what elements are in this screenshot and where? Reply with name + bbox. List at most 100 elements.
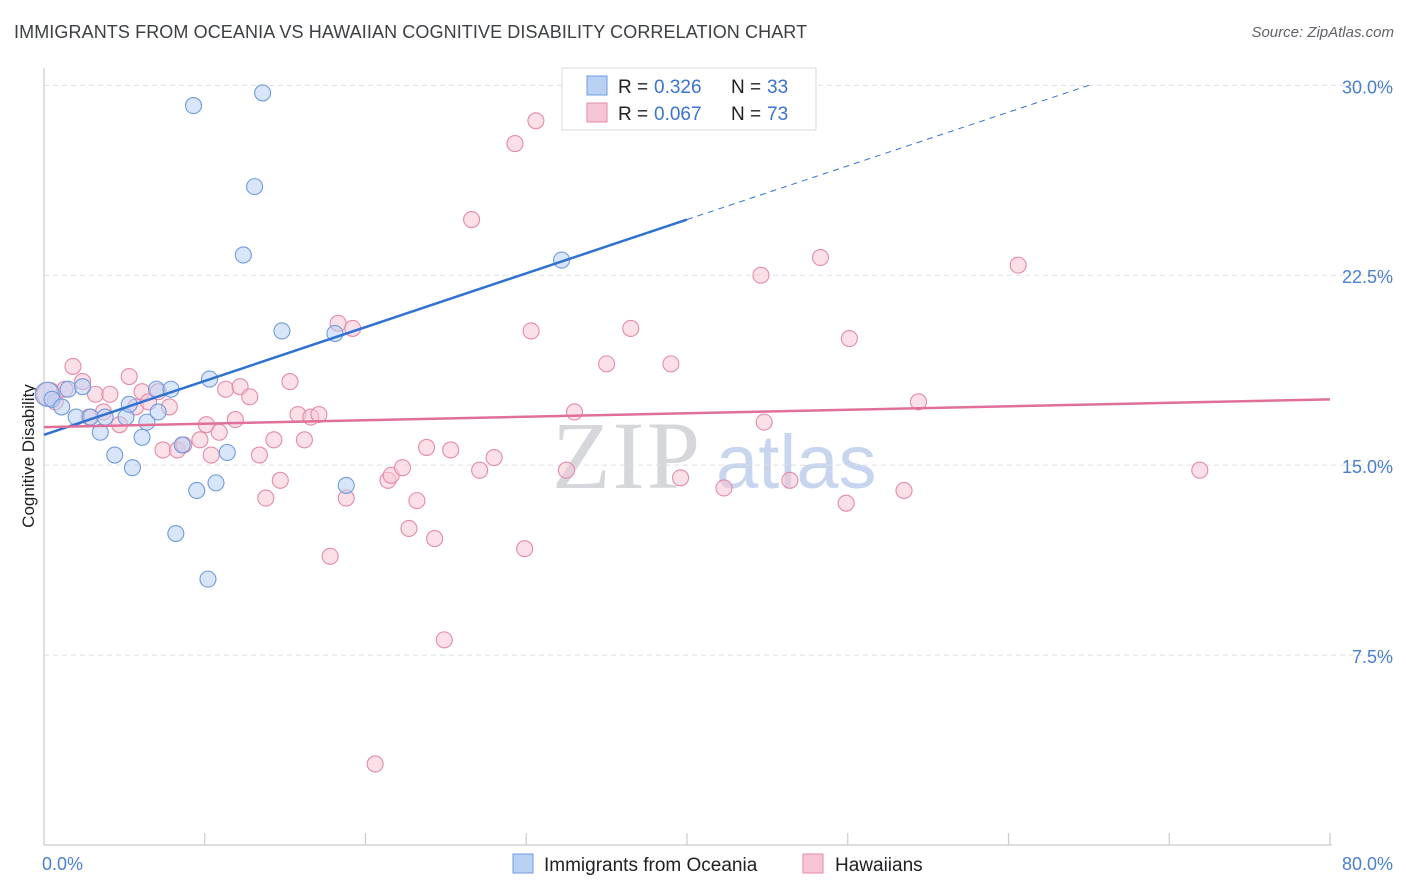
hawaiians-point <box>837 494 855 512</box>
hawaiians-point <box>241 388 259 406</box>
oceania-point <box>207 474 225 492</box>
hawaiians-point <box>485 449 503 467</box>
hawaiians-point <box>909 393 928 411</box>
hawaiians-point <box>120 367 138 386</box>
hawaiians-swatch <box>586 102 608 123</box>
x-tick-label-min: 0.0% <box>42 854 83 874</box>
oceania-point <box>246 178 264 196</box>
oceania-trend-line <box>43 218 688 436</box>
hawaiians-point <box>321 547 339 565</box>
hawaiians-r-value: 0.067 <box>654 104 702 125</box>
oceania-point <box>273 322 291 340</box>
hawaiians-n-value: 73 <box>767 104 788 125</box>
oceania-point <box>133 428 151 446</box>
hawaiians-point <box>393 459 412 477</box>
oceania-point <box>74 378 92 396</box>
gridlines <box>44 84 1392 656</box>
hawaiians-point <box>527 112 545 130</box>
hawaiians-point <box>257 489 275 507</box>
hawaiians-point <box>672 469 690 487</box>
oceania-point <box>173 436 191 454</box>
hawaiians-point <box>752 266 770 284</box>
hawaiians-point <box>506 135 524 153</box>
hawaiians-point <box>598 355 616 373</box>
oceania-point <box>234 246 252 264</box>
hawaiians-point <box>565 403 584 421</box>
hawaiians-point <box>715 479 733 497</box>
hawaiians-point <box>408 492 426 510</box>
oceania-point <box>149 403 167 421</box>
source-credit: Source: ZipAtlas.com <box>1251 24 1394 41</box>
hawaiians-point <box>418 438 436 456</box>
hawaiians-point <box>1009 256 1027 274</box>
hawaiians-point <box>755 413 773 431</box>
hawaiians-point <box>840 329 858 348</box>
oceania-point <box>106 446 124 464</box>
hawaiians-point <box>463 210 481 229</box>
chart-title: IMMIGRANTS FROM OCEANIA VS HAWAIIAN COGN… <box>14 22 808 42</box>
hawaiians-point <box>471 461 489 479</box>
series-legend: Immigrants from Oceania Hawaiians <box>512 853 923 876</box>
hawaiians-point <box>271 471 289 489</box>
hawaiians-point <box>895 481 913 500</box>
y-tick-label: 30.0% <box>1342 77 1393 97</box>
oceania-r-label: R = <box>618 77 648 98</box>
hawaiians-trend-line <box>43 398 1331 429</box>
hawaiians-point <box>366 755 384 773</box>
legend-hawaiians-label: Hawaiians <box>835 855 923 876</box>
y-tick-label: 22.5% <box>1342 267 1393 287</box>
oceania-swatch <box>586 75 608 96</box>
oceania-point <box>91 423 109 441</box>
oceania-point <box>167 524 185 543</box>
hawaiians-point <box>295 431 313 449</box>
hawaiians-point <box>191 431 209 449</box>
legend-oceania-swatch <box>512 853 534 874</box>
stats-legend: R = 0.326 N = 33 R = 0.067 N = 73 <box>561 67 817 131</box>
hawaiians-point <box>811 248 829 267</box>
hawaiians-point <box>250 446 268 464</box>
hawaiians-point <box>226 411 244 429</box>
y-tick-label: 7.5% <box>1352 647 1393 667</box>
hawaiians-point <box>265 431 283 449</box>
oceania-n-label: N = <box>731 77 761 98</box>
oceania-point <box>123 459 141 477</box>
hawaiians-point <box>217 380 235 398</box>
hawaiians-point <box>310 405 328 424</box>
hawaiians-point <box>557 461 575 479</box>
x-axis-tick-labels: 0.0% 80.0% <box>42 854 1393 874</box>
hawaiians-point <box>516 540 534 558</box>
hawaiians-point <box>64 357 82 375</box>
y-axis-tick-labels: 7.5% 15.0% 22.5% 30.0% <box>1342 77 1393 667</box>
oceania-points <box>34 84 571 588</box>
x-tick-label-max: 80.0% <box>1342 854 1393 874</box>
oceania-point <box>254 84 272 102</box>
y-tick-label: 15.0% <box>1342 457 1393 477</box>
hawaiians-point <box>662 355 680 373</box>
trend-lines <box>43 84 1331 436</box>
oceania-point <box>188 481 206 500</box>
watermark-atlas-text: atlas <box>716 420 877 505</box>
hawaiians-point <box>154 441 172 459</box>
hawaiians-point <box>400 519 418 538</box>
oceania-point <box>199 570 217 588</box>
oceania-point <box>337 476 355 494</box>
oceania-trend-extension <box>686 84 1090 221</box>
axes <box>43 68 1332 846</box>
hawaiians-point <box>522 322 540 340</box>
oceania-point <box>53 398 71 416</box>
oceania-r-value: 0.326 <box>654 77 702 98</box>
hawaiians-point <box>202 446 220 464</box>
hawaiians-point <box>101 385 119 403</box>
legend-hawaiians-swatch <box>802 853 824 874</box>
hawaiians-point <box>442 441 460 459</box>
hawaiians-point <box>210 423 228 441</box>
legend-oceania-label: Immigrants from Oceania <box>544 855 758 876</box>
hawaiians-point <box>1191 461 1209 479</box>
hawaiians-point <box>781 471 799 489</box>
hawaiians-point <box>281 373 299 391</box>
hawaiians-point <box>435 631 453 649</box>
hawaiians-n-label: N = <box>731 104 761 125</box>
hawaiians-point <box>622 319 640 337</box>
oceania-n-value: 33 <box>767 77 788 98</box>
y-axis-title: Cognitive Disability <box>19 384 38 528</box>
